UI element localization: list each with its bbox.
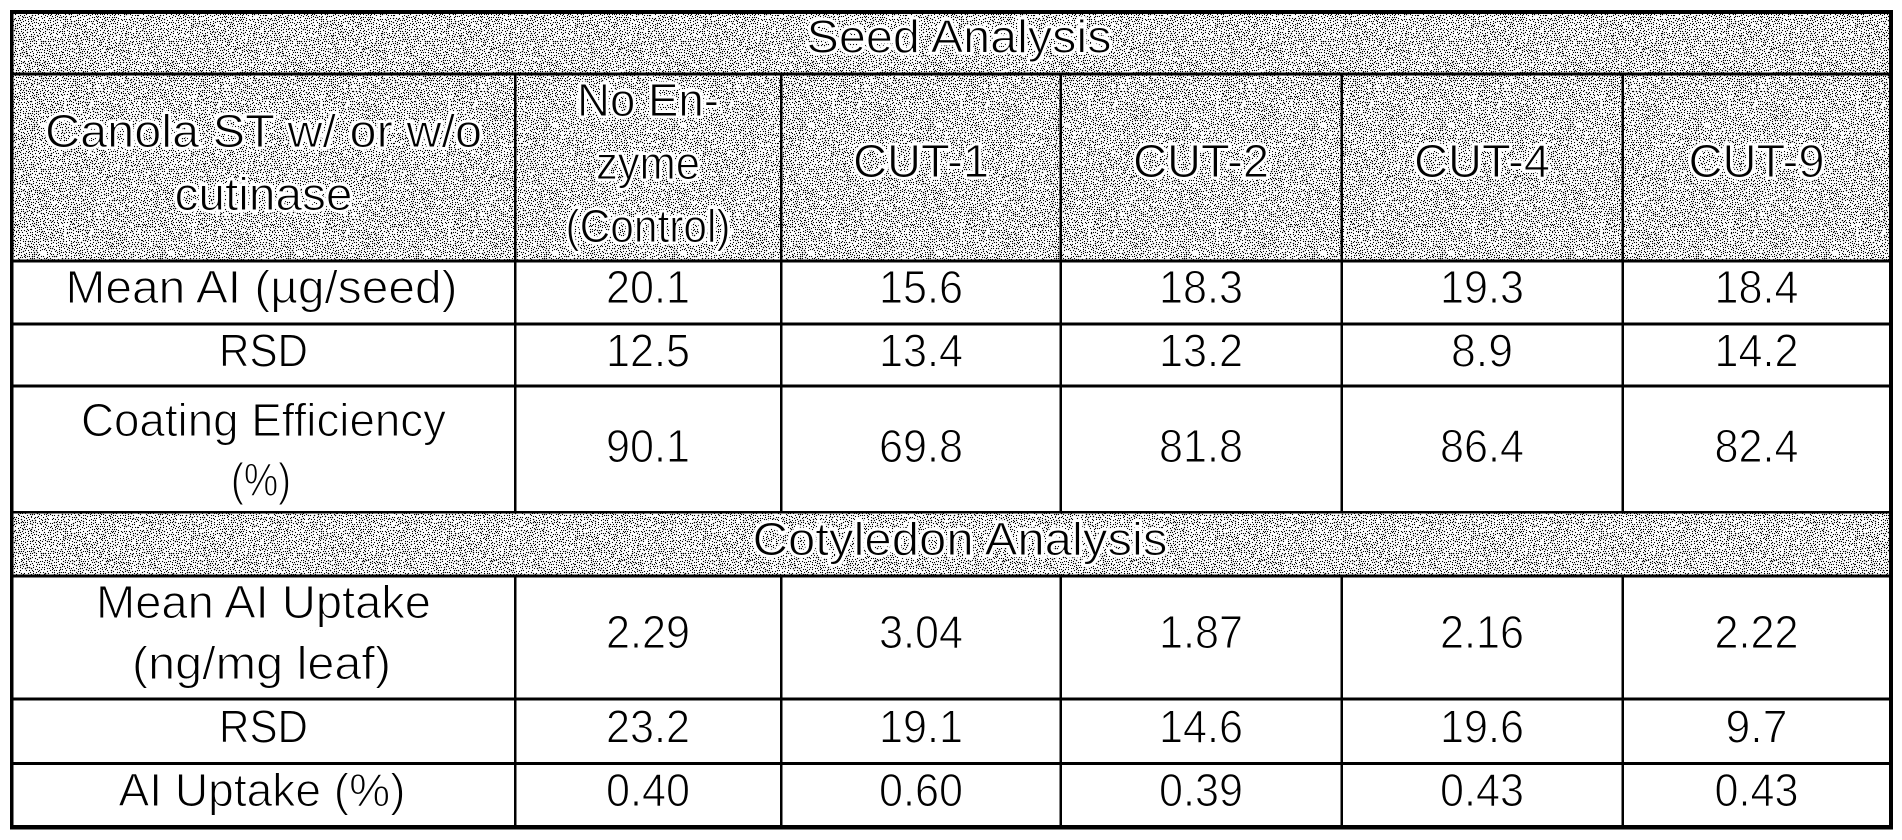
svg-text:0.39: 0.39	[1159, 764, 1243, 816]
svg-text:RSD: RSD	[219, 701, 308, 753]
svg-text:23.2: 23.2	[606, 701, 690, 753]
svg-text:Mean AI (µg/seed): Mean AI (µg/seed)	[66, 261, 458, 313]
svg-text:(Control): (Control)	[566, 200, 731, 252]
svg-text:13.2: 13.2	[1159, 325, 1243, 377]
svg-text:CUT-1: CUT-1	[853, 135, 989, 187]
svg-text:12.5: 12.5	[606, 325, 690, 377]
svg-text:Seed Analysis: Seed Analysis	[807, 11, 1112, 63]
svg-text:CUT-4: CUT-4	[1414, 135, 1550, 187]
svg-text:20.1: 20.1	[606, 261, 690, 313]
svg-text:2.29: 2.29	[606, 606, 690, 658]
svg-text:19.6: 19.6	[1440, 701, 1524, 753]
svg-text:Seed Analysis: Seed Analysis	[807, 11, 1112, 63]
svg-text:CUT-9: CUT-9	[1689, 135, 1825, 187]
svg-text:90.1: 90.1	[606, 420, 690, 472]
svg-text:3.04: 3.04	[879, 606, 963, 658]
svg-text:zyme: zyme	[596, 137, 700, 189]
svg-text:81.8: 81.8	[1159, 420, 1243, 472]
svg-text:18.3: 18.3	[1159, 261, 1243, 313]
svg-text:cutinase: cutinase	[175, 168, 353, 220]
svg-text:RSD: RSD	[219, 325, 308, 377]
svg-text:86.4: 86.4	[1440, 420, 1524, 472]
svg-text:Cotyledon Analysis: Cotyledon Analysis	[753, 513, 1168, 565]
svg-text:CUT-2: CUT-2	[1133, 135, 1269, 187]
svg-text:(ng/mg leaf): (ng/mg leaf)	[132, 637, 391, 689]
svg-text:CUT-9: CUT-9	[1689, 135, 1825, 187]
svg-text:15.6: 15.6	[879, 261, 963, 313]
svg-text:Canola ST w/ or w/o: Canola ST w/ or w/o	[45, 105, 482, 157]
svg-text:19.3: 19.3	[1440, 261, 1524, 313]
svg-text:14.2: 14.2	[1715, 325, 1799, 377]
svg-text:13.4: 13.4	[879, 325, 963, 377]
svg-text:Coating Efficiency: Coating Efficiency	[81, 394, 446, 446]
svg-text:Canola ST w/ or w/o: Canola ST w/ or w/o	[45, 105, 482, 157]
svg-text:Cotyledon Analysis: Cotyledon Analysis	[753, 513, 1168, 565]
svg-text:(Control): (Control)	[566, 200, 731, 252]
svg-text:cutinase: cutinase	[175, 168, 353, 220]
svg-text:9.7: 9.7	[1726, 701, 1788, 753]
svg-text:19.1: 19.1	[879, 701, 963, 753]
svg-text:82.4: 82.4	[1715, 420, 1799, 472]
svg-text:18.4: 18.4	[1715, 261, 1799, 313]
svg-text:0.60: 0.60	[879, 764, 963, 816]
svg-text:14.6: 14.6	[1159, 701, 1243, 753]
svg-text:2.16: 2.16	[1440, 606, 1524, 658]
svg-text:0.43: 0.43	[1440, 764, 1524, 816]
svg-text:0.43: 0.43	[1715, 764, 1799, 816]
svg-text:CUT-1: CUT-1	[853, 135, 989, 187]
svg-text:CUT-4: CUT-4	[1414, 135, 1550, 187]
svg-text:No En-: No En-	[577, 74, 719, 126]
svg-text:2.22: 2.22	[1715, 606, 1799, 658]
svg-text:CUT-2: CUT-2	[1133, 135, 1269, 187]
svg-text:1.87: 1.87	[1159, 606, 1243, 658]
svg-text:No En-: No En-	[577, 74, 719, 126]
svg-text:0.40: 0.40	[606, 764, 690, 816]
svg-text:8.9: 8.9	[1451, 325, 1513, 377]
svg-text:(%): (%)	[231, 454, 291, 506]
svg-text:zyme: zyme	[596, 137, 700, 189]
svg-text:Mean AI Uptake: Mean AI Uptake	[96, 576, 431, 628]
svg-text:AI Uptake (%): AI Uptake (%)	[119, 764, 406, 816]
svg-text:69.8: 69.8	[879, 420, 963, 472]
